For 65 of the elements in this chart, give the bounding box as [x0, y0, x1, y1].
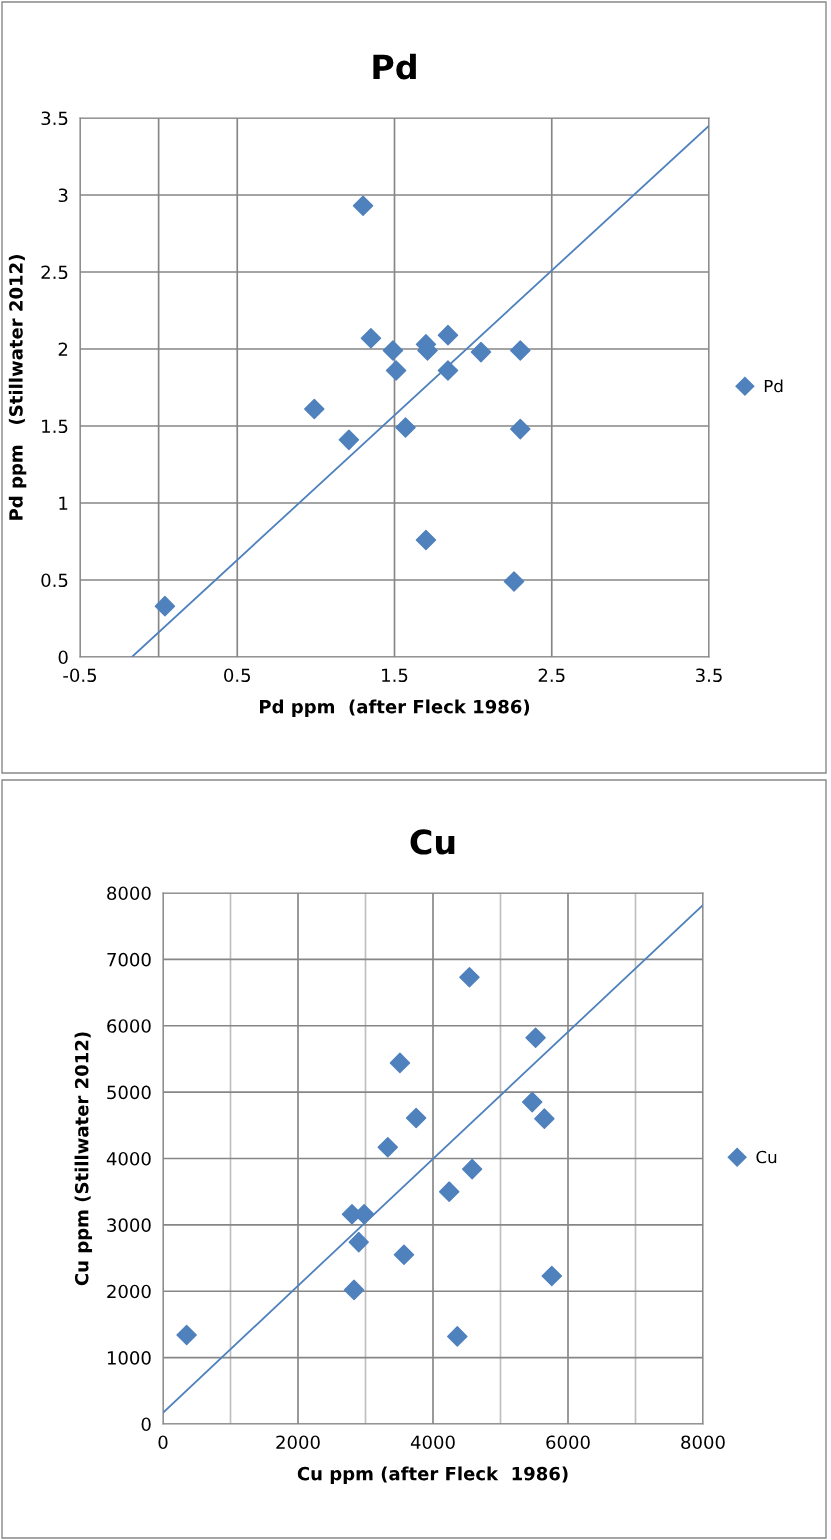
y-tick-label: 2	[58, 342, 68, 356]
x-tick-label: 1.5	[382, 668, 408, 683]
point	[437, 360, 459, 381]
point	[176, 1324, 197, 1346]
y-tick-label: 3	[58, 188, 68, 203]
x-tick-label: 8000	[681, 1435, 725, 1450]
point	[360, 327, 382, 349]
point	[510, 340, 531, 361]
point	[459, 967, 480, 988]
x-tick-label: -0.5	[63, 668, 97, 683]
point	[415, 529, 437, 551]
x-axis-title: Pd ppm (after Fleck 1986)	[260, 699, 530, 717]
x-tick-label: 0	[158, 1435, 168, 1450]
point	[382, 340, 404, 361]
y-tick-label: 2.5	[41, 265, 68, 280]
chart-title: Cu	[410, 829, 455, 855]
point	[437, 324, 459, 346]
point	[348, 1231, 370, 1253]
y-axis-title: Cu ppm (Stillwater 2012)	[74, 1032, 93, 1286]
y-tick-label: 1	[59, 496, 68, 510]
chart-title: Pd	[373, 53, 416, 80]
y-tick-label: 3000	[107, 1218, 151, 1232]
point	[470, 341, 492, 363]
point	[352, 195, 374, 217]
y-tick-label: 7000	[107, 952, 151, 967]
point	[304, 398, 325, 420]
x-tick-label: 4000	[410, 1435, 455, 1450]
y-tick-label: 2000	[107, 1284, 151, 1299]
y-tick-label: 1000	[107, 1351, 151, 1365]
x-axis-title: Cu ppm (after Fleck 1986)	[297, 1466, 568, 1484]
point	[447, 1326, 468, 1347]
point	[461, 1158, 483, 1180]
x-tick-label: 2000	[276, 1435, 320, 1450]
point	[154, 595, 176, 617]
y-axis-title: Pd ppm (Stillwater 2012)	[8, 255, 27, 520]
y-tick-label: 3.5	[41, 111, 68, 126]
y-tick-label: 1.5	[42, 419, 68, 434]
point	[510, 418, 531, 440]
point	[395, 417, 416, 438]
point	[438, 1181, 460, 1202]
point	[393, 1244, 415, 1266]
point	[525, 1027, 546, 1048]
point	[534, 1108, 555, 1129]
y-tick-label: 0	[141, 1417, 151, 1432]
x-tick-label: 6000	[546, 1435, 590, 1450]
legend-label: Cu	[756, 1150, 777, 1164]
point	[377, 1136, 399, 1158]
point	[343, 1279, 365, 1301]
point	[541, 1265, 563, 1287]
point	[503, 571, 525, 592]
y-tick-label: 5000	[107, 1085, 151, 1100]
y-tick-label: 4000	[106, 1151, 151, 1166]
point	[521, 1091, 543, 1113]
y-tick-label: 0.5	[41, 573, 68, 588]
x-tick-label: 0.5	[224, 668, 251, 683]
y-tick-label: 8000	[107, 886, 151, 901]
legend-label: Pd	[764, 379, 783, 393]
point	[385, 360, 407, 381]
point	[405, 1107, 427, 1129]
x-tick-label: 3.5	[696, 668, 722, 683]
y-tick-label: 0	[58, 650, 68, 665]
point	[338, 429, 360, 451]
x-tick-label: 2.5	[538, 668, 565, 683]
y-tick-label: 6000	[107, 1019, 151, 1033]
point	[389, 1052, 411, 1074]
